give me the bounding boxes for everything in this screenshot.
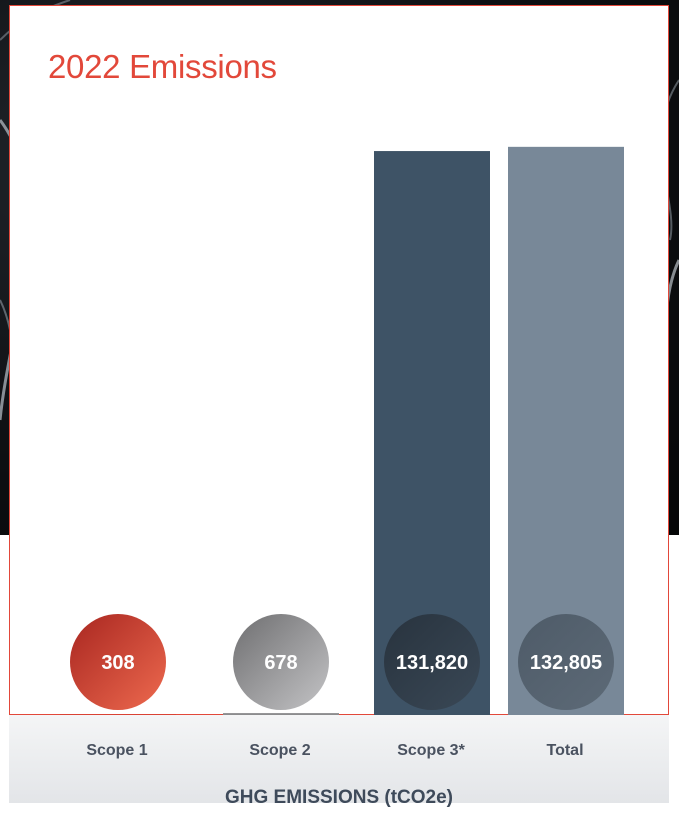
value-bubble	[70, 614, 166, 710]
category-label: Scope 2	[249, 742, 311, 759]
category-label: Scope 3*	[397, 742, 465, 759]
category-label: Scope 1	[86, 742, 148, 759]
value-bubble	[384, 614, 480, 710]
data-label: 308	[101, 652, 134, 674]
chart-footer: Scope 1 Scope 2 Scope 3* Total GHG EMISSION…	[9, 715, 669, 808]
data-label: 132,805	[530, 652, 602, 674]
x-axis-title: GHG EMISSIONS (tCO2e)	[224, 787, 454, 808]
bar-scope-2	[223, 713, 339, 716]
data-label: 678	[264, 652, 297, 674]
bar-chart: 308 678 131,820 132,805	[60, 146, 624, 716]
category-label: Total	[546, 742, 584, 759]
chart-card: 2022 Emissions 308 678 131,820 132,805	[9, 5, 669, 716]
value-bubble	[518, 614, 614, 710]
chart-title: 2022 Emissions	[48, 48, 277, 85]
value-bubble	[233, 614, 329, 710]
data-label: 131,820	[396, 652, 468, 674]
